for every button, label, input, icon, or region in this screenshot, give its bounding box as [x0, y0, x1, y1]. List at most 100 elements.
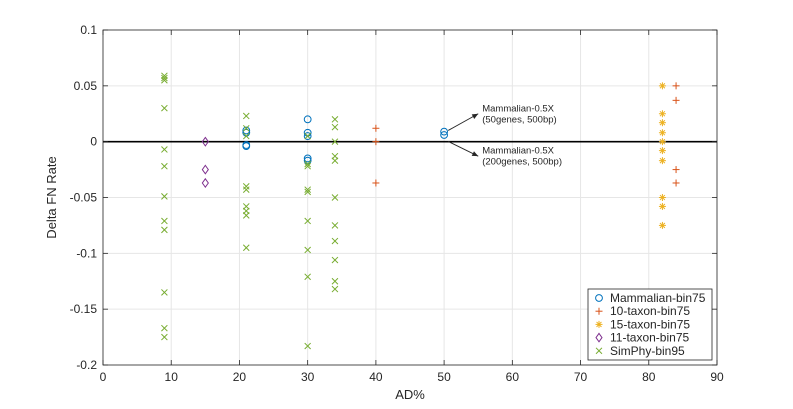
data-point	[161, 324, 168, 332]
legend-label: 10-taxon-bin75	[610, 304, 690, 318]
annotation-text: (200genes, 500bp)	[482, 157, 562, 168]
data-point	[304, 246, 311, 254]
legend-marker	[595, 347, 603, 355]
data-point	[161, 104, 168, 112]
axes	[102, 29, 718, 366]
data-point	[304, 188, 311, 196]
data-point	[242, 244, 250, 252]
data-point	[658, 157, 666, 165]
legend-item: 10-taxon-bin75	[595, 304, 690, 318]
y-tick-label: 0	[90, 135, 97, 149]
data-point	[242, 112, 250, 120]
data-point	[161, 226, 168, 234]
legend-label: Mammalian-bin75	[610, 291, 706, 305]
legend-marker	[595, 320, 603, 328]
data-point	[658, 119, 666, 127]
annotation-arrowhead	[471, 151, 479, 157]
legend-label: 11-taxon-bin75	[610, 331, 689, 345]
legend-box	[587, 288, 713, 361]
x-tick-label: 20	[233, 370, 247, 384]
data-point	[303, 132, 312, 140]
y-tick-label: -0.1	[76, 246, 97, 260]
annotations: Mammalian-0.5X(50genes, 500bp)Mammalian-…	[447, 103, 562, 168]
data-point	[201, 136, 209, 147]
data-point	[161, 289, 168, 296]
series-simphy-bin95	[161, 72, 339, 350]
data-point	[331, 256, 339, 264]
data-point	[331, 237, 339, 245]
data-point	[242, 186, 250, 194]
y-tick-label: 0.1	[80, 23, 97, 37]
data-point	[658, 221, 666, 229]
series-11-taxon-bin75	[201, 136, 209, 189]
data-point	[161, 76, 168, 84]
series-15-taxon-bin75	[658, 82, 666, 229]
data-point	[161, 333, 168, 341]
data-point	[161, 193, 168, 200]
y-tick-label: 0.05	[74, 79, 98, 93]
annotation-text: Mammalian-0.5X	[482, 146, 554, 157]
data-point	[331, 194, 339, 201]
legend: Mammalian-bin7510-taxon-bin7515-taxon-bi…	[587, 288, 713, 361]
data-point	[161, 162, 168, 170]
data-point	[304, 162, 311, 170]
data-point	[201, 177, 209, 189]
legend-label: SimPhy-bin95	[610, 344, 685, 358]
x-tick-label: 90	[710, 370, 724, 384]
legend-item: 11-taxon-bin75	[595, 331, 689, 345]
legend-label: 15-taxon-bin75	[610, 317, 690, 331]
data-point	[658, 147, 666, 155]
data-point	[440, 127, 449, 136]
data-point	[658, 138, 666, 146]
y-tick-labels: -0.2 -0.15 -0.1 -0.05 0 0.05 0.1	[70, 23, 98, 372]
x-tick-label: 80	[642, 370, 656, 384]
data-point	[331, 277, 339, 285]
data-point	[658, 129, 666, 137]
y-tick-label: -0.2	[76, 358, 97, 372]
y-axis-label: Delta FN Rate	[44, 156, 59, 238]
data-point	[331, 123, 339, 131]
data-point	[304, 217, 311, 225]
data-point	[161, 146, 168, 153]
annotation-text: Mammalian-0.5X	[482, 103, 554, 114]
legend-marker	[595, 294, 603, 302]
data-point	[440, 131, 449, 139]
legend-item: Mammalian-bin75	[595, 291, 706, 305]
legend-marker	[595, 332, 603, 343]
y-tick-label: -0.05	[70, 191, 98, 205]
data-point	[658, 202, 666, 210]
data-point	[303, 154, 312, 163]
data-point	[242, 124, 250, 132]
data-point	[304, 273, 311, 281]
data-point	[303, 115, 312, 124]
data-point	[372, 124, 380, 132]
data-point	[242, 142, 251, 151]
x-axis-label: AD%	[395, 387, 425, 402]
data-point	[304, 132, 311, 140]
x-tick-label: 50	[437, 370, 451, 384]
x-tick-label: 60	[506, 370, 520, 384]
data-point	[161, 74, 168, 82]
data-point	[672, 96, 680, 104]
data-point	[672, 179, 680, 187]
data-point	[304, 342, 311, 350]
data-point	[658, 194, 666, 201]
data-point	[161, 217, 168, 225]
annotation-text: (50genes, 500bp)	[482, 114, 556, 125]
data-point	[304, 186, 311, 194]
x-tick-label: 40	[369, 370, 383, 384]
data-point	[331, 222, 339, 229]
data-point	[304, 160, 311, 168]
legend-item: SimPhy-bin95	[595, 344, 685, 358]
data-point	[331, 116, 339, 123]
y-tick-label: -0.15	[70, 302, 98, 316]
data-points	[161, 72, 680, 350]
data-point	[331, 157, 339, 164]
data-point	[242, 212, 250, 219]
annotation-2: Mammalian-0.5X(200genes, 500bp)	[448, 141, 562, 168]
x-tick-labels: 0 10 20 30 40 50 60 70 80 90	[100, 370, 724, 384]
data-point	[242, 132, 250, 140]
data-point	[331, 138, 339, 145]
annotation-arrowhead	[471, 113, 479, 119]
